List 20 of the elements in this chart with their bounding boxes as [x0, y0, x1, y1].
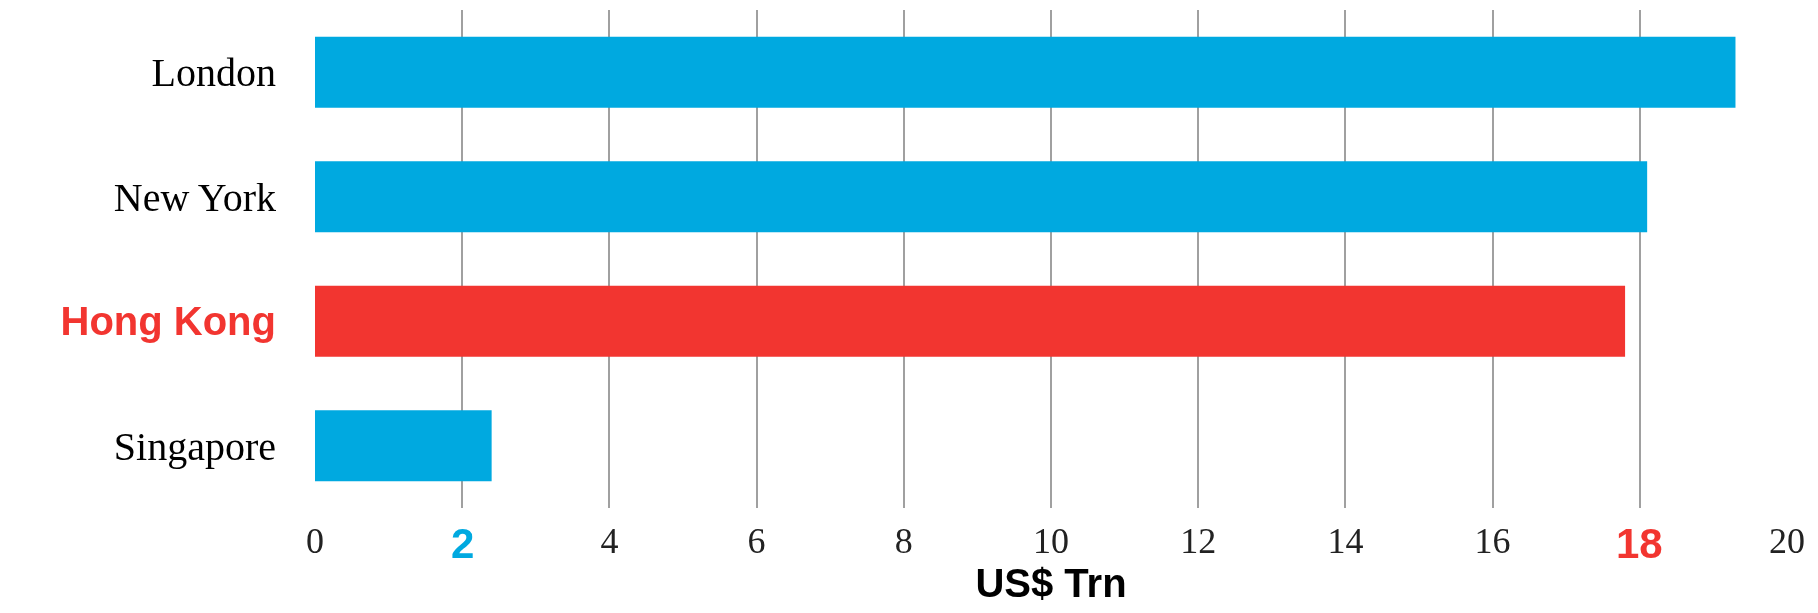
x-tick-label: 8	[894, 521, 913, 561]
x-tick-label: 6	[747, 521, 766, 561]
x-tick-label: 12	[1180, 521, 1217, 561]
bar	[315, 285, 1626, 357]
bar	[315, 36, 1736, 108]
x-tick-label: 14	[1327, 521, 1364, 561]
x-tick-label: 0	[306, 521, 324, 561]
x-tick-label: 16	[1474, 521, 1511, 561]
text: 18	[1616, 520, 1663, 567]
x-tick-label: 20	[1769, 521, 1805, 561]
bar	[315, 161, 1648, 233]
y-tick-label: New York	[113, 174, 276, 220]
text: 2	[451, 520, 475, 567]
y-tick-label: Hong Kong	[60, 299, 276, 344]
y-tick-label: Singapore	[113, 423, 276, 469]
x-tick-label: 10	[1033, 521, 1069, 561]
y-tick-label: London	[151, 50, 276, 96]
bar	[315, 410, 492, 482]
x-axis-title: US$ Trn	[975, 561, 1127, 605]
x-tick-label: 4	[600, 521, 619, 561]
